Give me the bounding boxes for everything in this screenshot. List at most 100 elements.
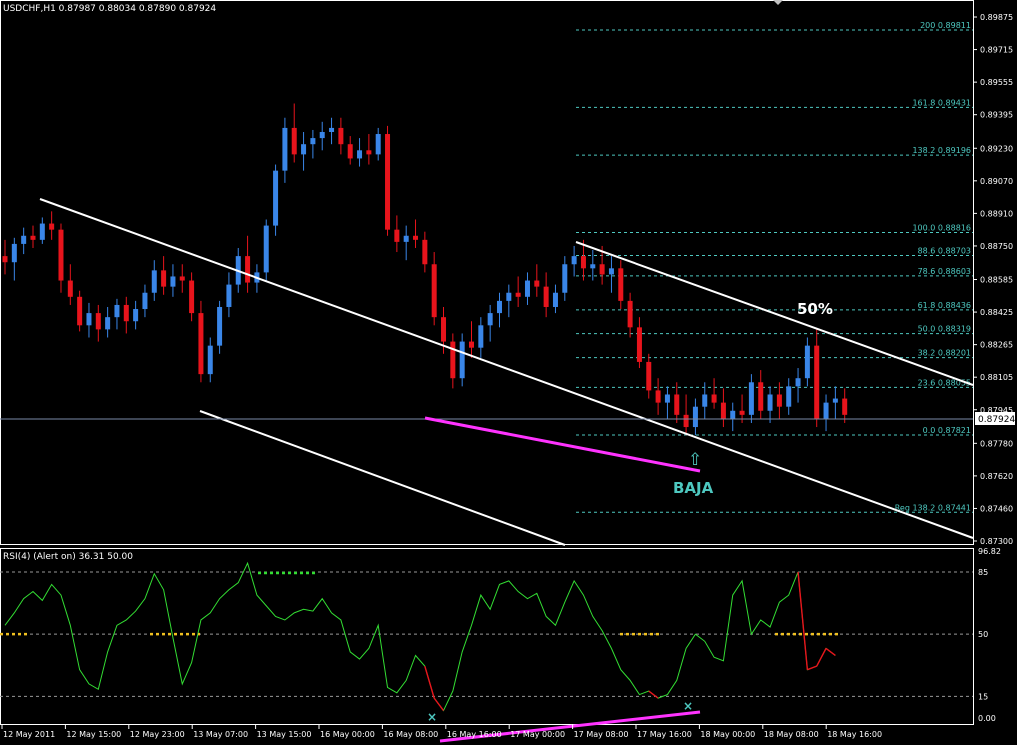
candle-body: [590, 264, 596, 269]
candle-body: [179, 276, 185, 281]
rsi-tick-label: 0.00: [978, 714, 996, 723]
candle-body: [478, 325, 484, 348]
divergence-line-rsi: [439, 710, 701, 743]
fifty-percent-label: 50%: [797, 300, 833, 318]
candle-body: [767, 394, 773, 411]
candle-body: [608, 268, 614, 275]
price-tick-label: 0.88265: [980, 341, 1013, 350]
price-tick-label: 0.87945: [980, 406, 1013, 415]
candle-body: [450, 341, 456, 379]
fibonacci-levels: 200 0.89811 161.8 0.89431 138.2 0.89196 100…: [576, 21, 973, 513]
rsi-highlight: [797, 571, 809, 670]
candle-body: [263, 225, 269, 273]
candle-body: [646, 361, 652, 391]
candle-body: [655, 390, 661, 403]
time-tick-label: 16 May 00:00: [320, 730, 375, 739]
candle-body: [702, 394, 708, 407]
rsi-tick-label: 96.82: [978, 547, 1001, 556]
rsi-tick-label: 50: [978, 630, 988, 639]
fib-label: 200 0.89811: [920, 21, 971, 30]
second-channel-line: [575, 241, 974, 386]
rsi-highlight: [648, 690, 659, 699]
candle-body: [823, 402, 829, 419]
time-axis: 12 May 2011 12 May 15:00 12 May 23:00 13 Ma…: [1, 724, 882, 739]
candle-body: [366, 150, 372, 155]
rsi-highlight: [433, 697, 445, 711]
candle-body: [310, 138, 316, 145]
time-tick-label: 18 May 00:00: [700, 730, 755, 739]
candle-body: [599, 264, 605, 275]
price-tick-label: 0.89875: [980, 13, 1013, 22]
candle-body: [170, 276, 176, 287]
fib-label: 161.8 0.89431: [912, 98, 971, 107]
time-tick-label: 13 May 15:00: [257, 730, 312, 739]
candle-body: [487, 313, 493, 326]
scroll-marker: [773, 0, 783, 5]
up-arrow-icon: ⇧: [688, 450, 702, 470]
candle-body: [338, 127, 344, 145]
rsi-highlight: [424, 665, 435, 699]
candle-body: [226, 284, 232, 307]
candle-body: [301, 144, 307, 155]
price-tick-label: 0.87460: [980, 504, 1013, 513]
price-tick-label: 0.88585: [980, 276, 1013, 285]
time-tick-label: 12 May 15:00: [66, 730, 121, 739]
candle-body: [403, 235, 409, 242]
candle-body: [543, 286, 549, 307]
fib-label: 50.0 0.88319: [918, 325, 971, 334]
main-plot-frame: [0, 0, 974, 545]
fib-label: 38.2 0.88201: [918, 349, 971, 358]
candle-body: [217, 306, 223, 346]
candle-body: [282, 127, 288, 171]
rsi-highlight: [825, 647, 836, 657]
candle-body: [21, 235, 27, 244]
time-tick-label: 18 May 16:00: [827, 730, 882, 739]
price-tick-label: 0.87780: [980, 439, 1013, 448]
candle-body: [77, 296, 83, 326]
candle-body: [2, 256, 8, 263]
candle-body: [114, 304, 120, 318]
candle-body: [95, 313, 101, 330]
time-tick-label: 17 May 00:00: [510, 730, 565, 739]
candle-body: [748, 382, 754, 415]
candle-body: [571, 256, 577, 265]
rsi-cross-marker-2: ×: [683, 699, 693, 713]
candle-body: [291, 127, 297, 155]
candle-body: [674, 394, 680, 415]
price-tick-label: 0.89395: [980, 111, 1013, 120]
fib-label: 0.0 0.87821: [923, 426, 971, 435]
price-tick-label: 0.89555: [980, 78, 1013, 87]
candle-body: [496, 300, 502, 314]
candle-body: [524, 280, 530, 297]
candle-body: [552, 292, 558, 307]
candle-body: [636, 327, 642, 362]
candle-body: [730, 410, 736, 419]
candle-body: [58, 229, 64, 281]
rsi-plot-frame: [0, 548, 974, 725]
candle-body: [441, 317, 447, 342]
candle-body: [422, 239, 428, 265]
fib-label: 23.6 0.88055: [918, 378, 971, 387]
price-tick-label: 0.88750: [980, 242, 1013, 251]
main-title: USDCHF,H1 0.87987 0.88034 0.87890 0.8792…: [3, 4, 216, 14]
candle-body: [11, 243, 17, 263]
candle-body: [67, 280, 73, 297]
price-tick-label: 0.88105: [980, 373, 1013, 382]
candle-body: [534, 280, 540, 287]
baja-label: BAJA: [673, 479, 714, 497]
candle-body: [30, 235, 36, 240]
price-axis: 0.89875 0.89715 0.89555 0.89395 0.89230 0.890…: [973, 13, 1013, 546]
candle-body: [739, 410, 745, 415]
candle-body: [758, 382, 764, 411]
candle-body: [39, 223, 45, 240]
price-tick-label: 0.87300: [980, 537, 1013, 546]
candle-body: [627, 300, 633, 328]
candle-body: [49, 223, 55, 230]
candle-body: [562, 264, 568, 293]
time-tick-label: 13 May 07:00: [193, 730, 248, 739]
candle-body: [142, 292, 148, 310]
candle-body: [515, 292, 521, 297]
candle-body: [329, 127, 335, 132]
candle-body: [832, 398, 838, 403]
